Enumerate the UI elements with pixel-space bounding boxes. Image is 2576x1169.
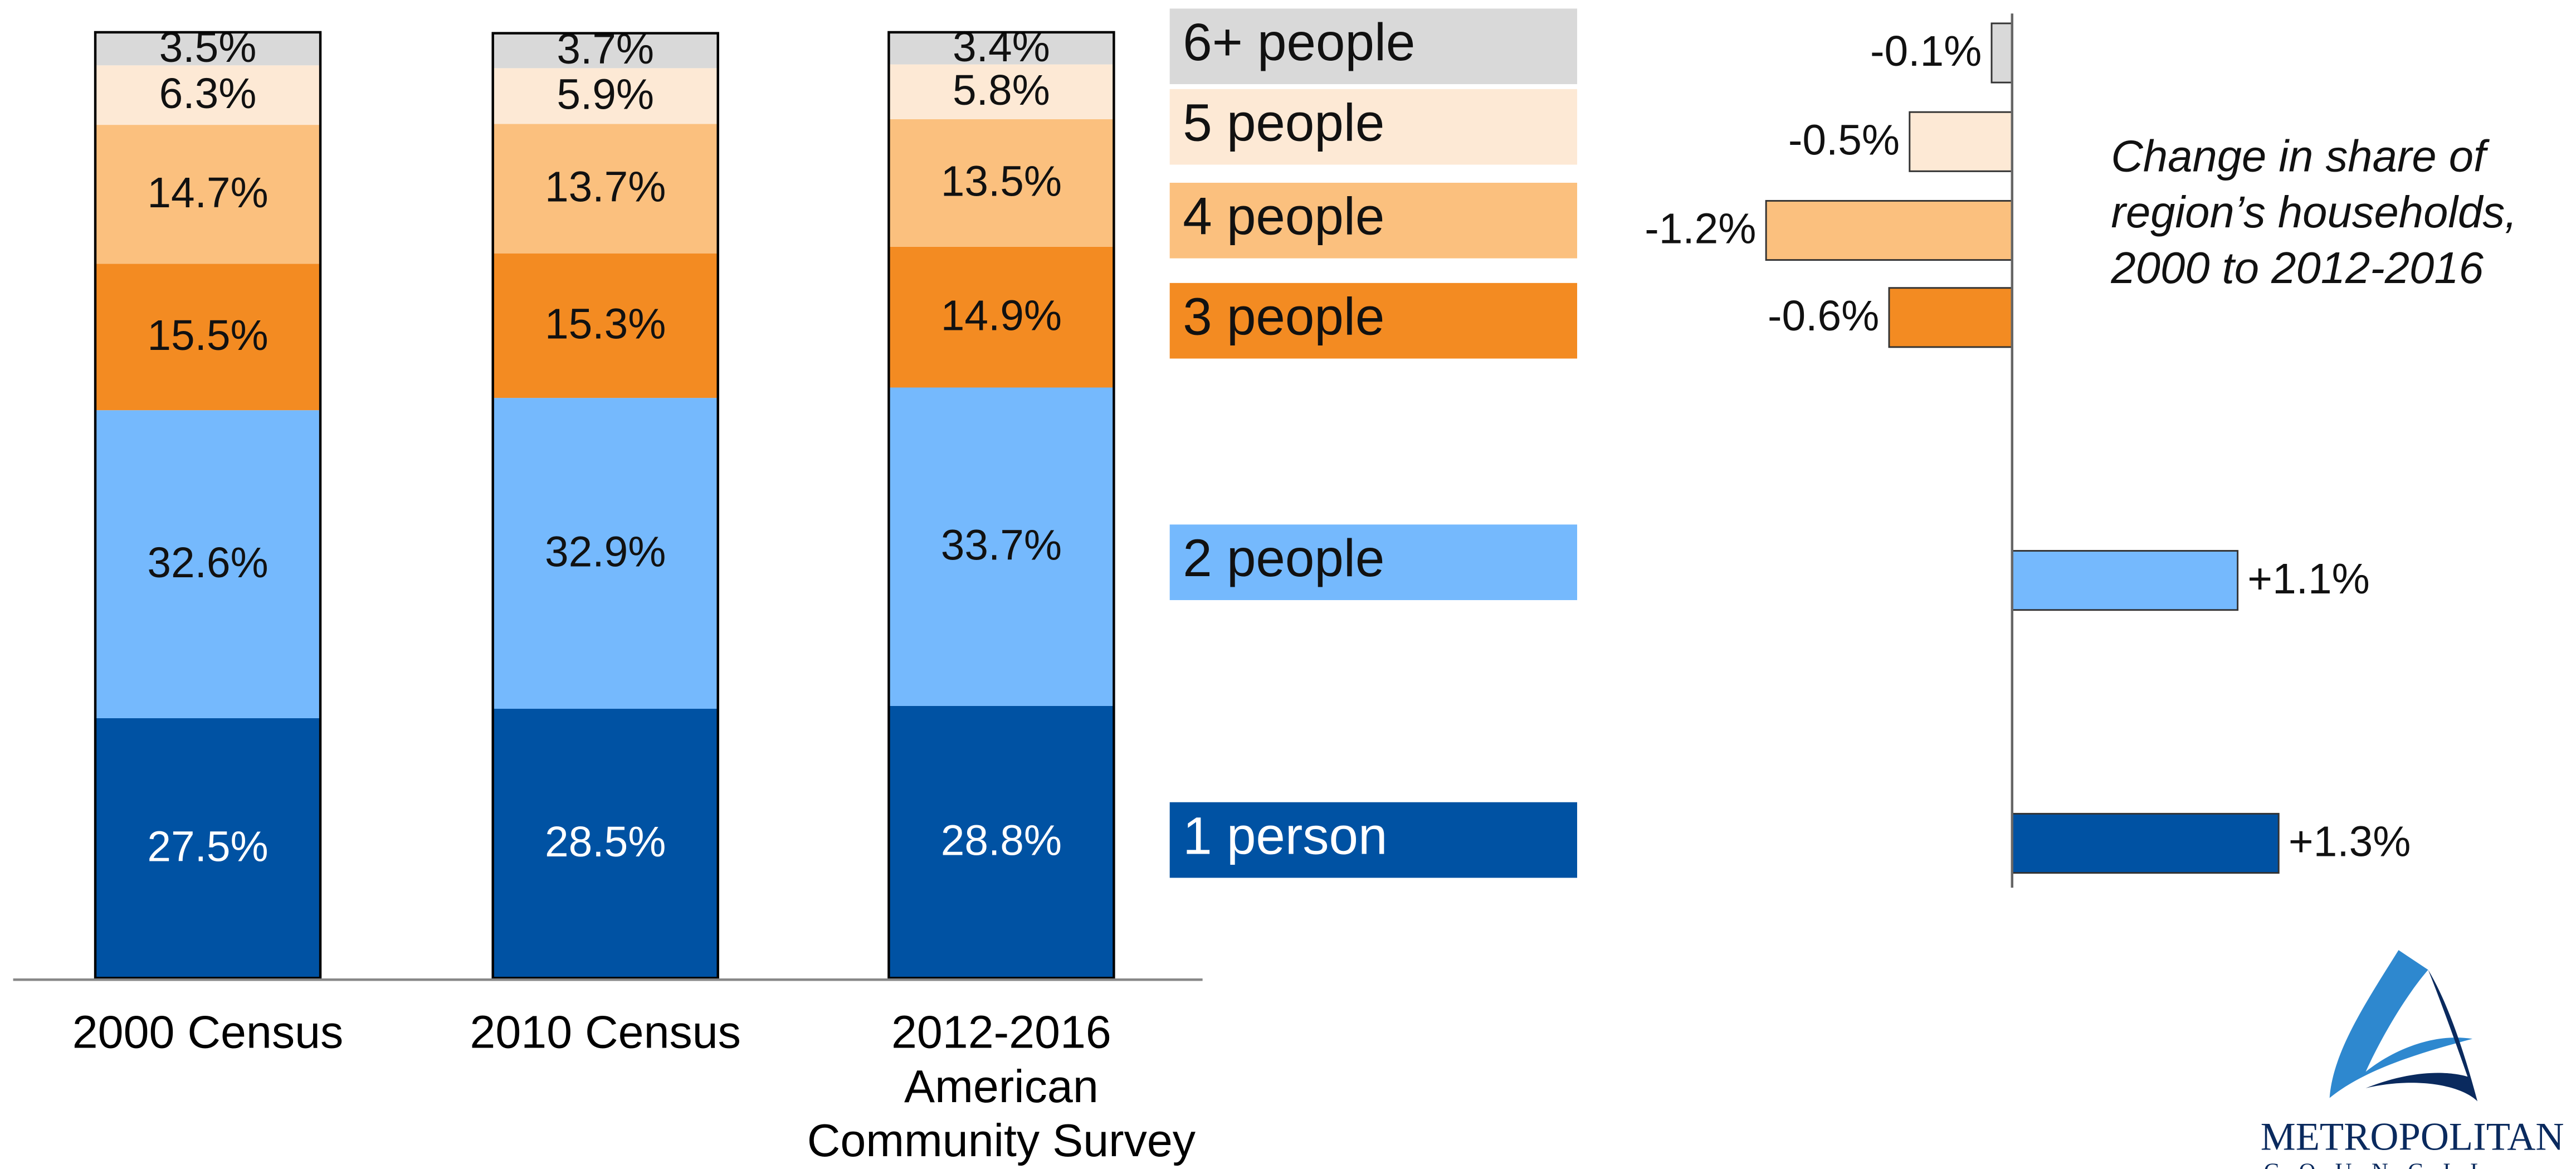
bar-segment <box>889 119 1114 247</box>
bar-segment <box>95 32 321 66</box>
value-label: 32.9% <box>545 528 666 576</box>
value-label: +1.3% <box>2289 819 2411 866</box>
value-label: 3.4% <box>953 23 1050 71</box>
bar-segment <box>492 124 718 254</box>
legend-label: 6+ people <box>1183 13 1415 71</box>
legend-label: 1 person <box>1183 806 1387 865</box>
bar <box>1909 111 2013 172</box>
value-label: 28.5% <box>545 819 666 866</box>
value-label: 14.7% <box>147 169 268 217</box>
value-label: 5.9% <box>557 71 654 119</box>
bar-segment <box>889 705 1114 978</box>
legend-swatch <box>1169 89 1578 165</box>
legend-label: 3 people <box>1183 288 1384 346</box>
bar-segment <box>95 718 321 978</box>
value-label: 5.8% <box>953 67 1050 114</box>
bar <box>1990 22 2013 84</box>
value-label: 33.7% <box>941 522 1062 569</box>
value-label: 15.5% <box>147 312 268 359</box>
value-label: 13.5% <box>941 158 1062 206</box>
bar-segment <box>95 410 321 718</box>
value-label: -1.2% <box>1645 206 1756 253</box>
logo-mark <box>2329 950 2473 1098</box>
bar-segment <box>95 65 321 125</box>
value-label: 32.6% <box>147 539 268 587</box>
bar <box>1765 199 2013 261</box>
legend-swatch <box>1169 282 1578 359</box>
legend-swatch <box>1169 182 1578 259</box>
bar-segment <box>492 253 718 398</box>
bar <box>2011 812 2280 874</box>
legend-swatch <box>1169 524 1578 601</box>
legend-swatch <box>1169 8 1578 85</box>
value-label: +1.1% <box>2247 556 2370 603</box>
value-label: 3.5% <box>159 24 257 71</box>
value-label: -0.1% <box>1870 28 1982 75</box>
bar-segment <box>889 246 1114 388</box>
logo: METROPOLITAN COUNCIL <box>2261 950 2564 1169</box>
legend-label: 5 people <box>1183 94 1384 152</box>
bar-segment <box>492 68 718 124</box>
value-label: 15.3% <box>545 301 666 348</box>
value-label: -0.5% <box>1788 116 1900 164</box>
chart-title: Change in share of region’s households, 20… <box>2110 131 2517 293</box>
bar-segment <box>889 387 1114 706</box>
bar <box>1888 287 2013 348</box>
bar-segment <box>492 709 718 978</box>
x-tick-label: 2012-2016 American Community Survey <box>807 1006 1196 1166</box>
bar-segment <box>95 125 321 264</box>
value-label: 27.5% <box>147 823 268 870</box>
logo-name: METROPOLITAN <box>2261 1115 2564 1158</box>
logo-subtitle: COUNCIL <box>2264 1158 2504 1169</box>
x-tick-label: 2010 Census <box>470 1006 741 1058</box>
x-tick-label: 2000 Census <box>72 1006 344 1058</box>
legend-label: 2 people <box>1183 529 1384 587</box>
legend-label: 4 people <box>1183 187 1384 246</box>
bar-outline <box>491 32 719 980</box>
value-label: 28.8% <box>941 817 1062 864</box>
bar-outline <box>887 31 1115 980</box>
bar-segment <box>95 264 321 411</box>
logo-mark <box>2365 970 2478 1102</box>
bar-outline <box>94 31 322 980</box>
bar-segment <box>889 32 1114 65</box>
value-label: -0.6% <box>1768 293 1879 340</box>
value-label: 6.3% <box>159 70 257 118</box>
bar <box>2011 550 2239 611</box>
value-label: 14.9% <box>941 292 1062 339</box>
value-label: 13.7% <box>545 164 666 211</box>
bar-segment <box>492 33 718 69</box>
bar-segment <box>492 398 718 709</box>
bar-segment <box>889 64 1114 119</box>
legend-swatch <box>1169 802 1578 878</box>
